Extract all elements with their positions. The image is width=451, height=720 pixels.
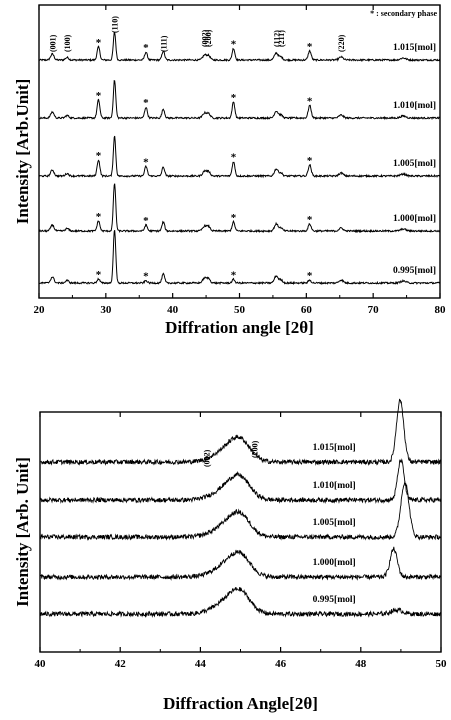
secondary-phase-star: * [231,38,237,50]
top-x-tick-label: 20 [34,304,46,316]
top-x-tick-label: 60 [301,304,313,316]
bottom-trace [39,458,442,504]
bottom-trace [39,546,442,581]
secondary-phase-star: * [143,215,149,227]
secondary-phase-star: * [143,156,149,168]
secondary-phase-star: * [231,152,237,164]
top-series-label: 1.000[mol] [393,214,436,224]
secondary-phase-star: * [307,270,313,282]
top-trace [39,183,441,234]
bottom-xrd-chart: 40 42 44 46 48 50 Diffraction Angle[2θ] Intensi… [13,398,448,713]
secondary-phase-star: * [231,92,237,104]
bottom-x-tick-label: 50 [436,658,448,670]
top-series-label: 1.010[mol] [393,101,436,111]
top-x-tick-label: 80 [435,304,447,316]
secondary-phase-star: * [231,269,237,281]
top-trace [38,32,441,63]
top-y-axis-title: Intensity [Arb.Unit] [13,79,32,224]
top-trace [38,79,441,121]
bottom-x-tick-label: 44 [195,658,207,670]
peak-label-001: (001) [48,34,57,52]
bottom-plot-frame [39,411,442,653]
bottom-series-label: 1.000[mol] [313,558,356,568]
top-xrd-chart: 20 30 40 50 60 70 80 Diffration angle [2θ] Inten… [13,4,447,337]
peak-label-220: (220) [337,34,346,52]
peak-label-200: (200) [204,29,213,47]
bottom-series-label: 1.005[mol] [313,518,356,528]
top-x-tick-label: 70 [368,304,380,316]
secondary-phase-star: * [307,155,313,167]
peak-label-112: (112) [272,30,281,47]
secondary-phase-star: * [143,97,149,109]
secondary-phase-star: * [307,41,313,53]
secondary-phase-star: * [231,212,237,224]
bottom-trace [39,398,442,466]
peak-label-110: (110) [111,16,120,33]
top-series-label: 1.005[mol] [393,159,436,169]
peak-label-002: (002) [201,29,210,47]
peak-label-211: (211) [277,30,286,47]
bottom-x-tick-label: 46 [275,658,287,670]
bottom-trace [39,480,442,541]
top-series-label: 0.995[mol] [393,266,436,276]
top-series-label: 1.015[mol] [393,43,436,53]
bottom-x-tick-label: 42 [115,658,127,670]
top-trace [38,135,441,179]
bottom-trace [39,587,442,618]
secondary-phase-star: * [143,42,149,54]
bottom-series-label: 1.010[mol] [313,481,356,491]
peak-label-111: (111) [159,35,168,52]
secondary-phase-star: * [96,90,102,102]
secondary-phase-star: * [307,95,313,107]
secondary-phase-star: * [96,211,102,223]
top-x-tick-label: 30 [100,304,112,316]
secondary-phase-note: * : secondary phase [370,9,437,18]
top-x-tick-label: 50 [234,304,246,316]
bottom-series-label: 0.995[mol] [313,595,356,605]
secondary-phase-star: * [96,269,102,281]
top-trace [38,230,441,286]
top-x-axis-title: Diffration angle [2θ] [165,318,314,337]
top-x-tick-label: 40 [167,304,179,316]
secondary-phase-star: * [143,271,149,283]
bottom-series-label: 1.015[mol] [313,443,356,453]
peak-label-100: (100) [63,34,72,52]
secondary-phase-star: * [96,150,102,162]
bottom-x-tick-label: 48 [355,658,367,670]
bottom-x-tick-label: 40 [35,658,47,670]
bottom-x-axis-title: Diffraction Angle[2θ] [163,694,318,713]
peak-label-200: (200) [251,440,260,458]
secondary-phase-star: * [307,214,313,226]
secondary-phase-star: * [96,37,102,49]
bottom-y-axis-title: Intensity [Arb. Unit] [13,457,32,607]
